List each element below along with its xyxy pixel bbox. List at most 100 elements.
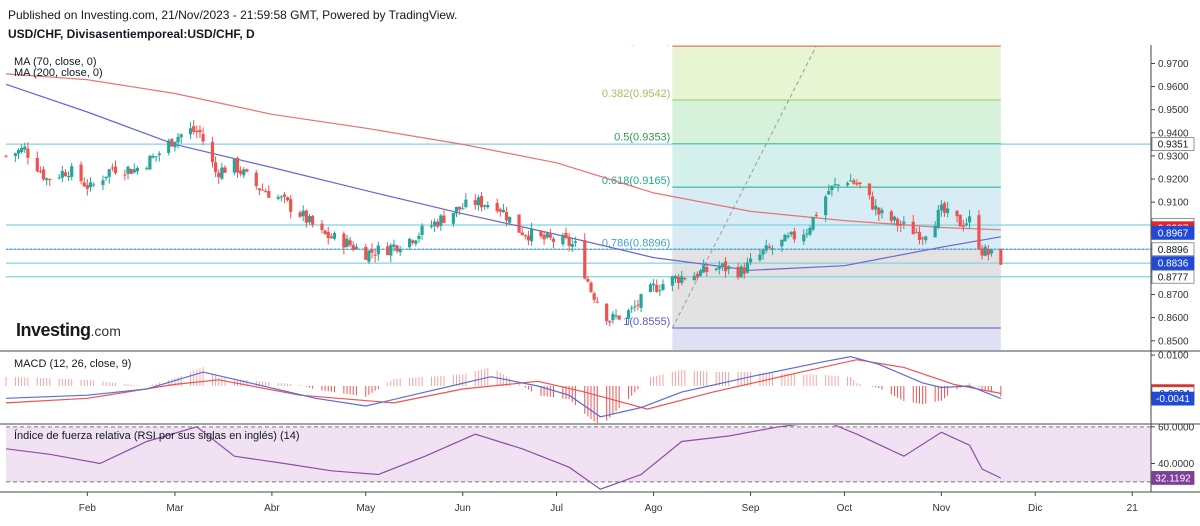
price-label-box [1151, 471, 1195, 485]
rsi-tick-label: 40.0000 [1158, 459, 1195, 470]
candle-body [626, 310, 631, 319]
candle-body [289, 199, 293, 212]
candle-body [173, 141, 177, 148]
macd-legend[interactable]: MACD (12, 26, close, 9) [14, 358, 132, 370]
candle-body [783, 234, 787, 242]
candle-body [85, 185, 89, 189]
candle-body [677, 276, 681, 283]
price-label-text: 0.8896 [1158, 245, 1189, 256]
candle-body [414, 240, 418, 244]
candle-body [464, 199, 468, 208]
candle-body [520, 232, 524, 235]
ma70-legend[interactable]: MA (70, close, 0) [14, 56, 97, 68]
candle-body [282, 194, 287, 197]
candle-body [135, 167, 139, 172]
rsi-tick-label: 60.0000 [1158, 422, 1195, 433]
candle-body [855, 182, 859, 185]
candle-body [254, 172, 258, 187]
candle-body [132, 169, 136, 173]
candle-body [727, 266, 731, 270]
candle-body [407, 238, 412, 248]
candle-body [936, 209, 940, 228]
rsi-legend[interactable]: Índice de fuerza relativa (RSI por sus s… [14, 430, 300, 442]
candle-body [461, 208, 465, 210]
candle-body [592, 293, 596, 300]
candle-body [285, 197, 290, 201]
candle-body [924, 236, 928, 241]
candle-body [386, 246, 390, 255]
candle-body [614, 315, 618, 317]
fib-level-label: 0.5(0.9353) [614, 132, 670, 144]
candle-body [980, 248, 984, 256]
candle-body [504, 212, 509, 221]
candle-body [967, 216, 972, 223]
candle-body [151, 156, 155, 158]
candle-body [126, 166, 130, 174]
fib-level-label: 0.786(0.8896) [602, 237, 671, 249]
candle-body [323, 230, 327, 234]
candle-body [914, 232, 918, 234]
candle-body [942, 203, 947, 213]
candle-body [517, 214, 521, 233]
candle-body [523, 235, 527, 237]
candle-body [720, 263, 725, 266]
candle-body [442, 215, 446, 223]
macd-line [5, 355, 1002, 418]
candle-body [179, 134, 183, 138]
candle-body [714, 268, 718, 270]
candle-body [608, 320, 612, 323]
candle-body [210, 141, 215, 163]
candle-body [88, 182, 93, 188]
investing-logo: Investing.com [16, 320, 121, 341]
candle-body [611, 313, 615, 321]
candle-body [789, 231, 793, 235]
candle-body [420, 225, 424, 235]
rsi-panel [5, 425, 1151, 490]
candle-body [310, 215, 315, 225]
time-tick-label: Jul [550, 503, 563, 514]
candle-body [526, 235, 531, 241]
candle-body [633, 306, 637, 308]
logo-brand: Investing [16, 320, 91, 340]
candle-body [545, 233, 549, 238]
candle-body [432, 221, 437, 227]
candle-body [561, 235, 565, 245]
candle-body [495, 202, 499, 212]
ma70-line [5, 83, 1001, 271]
candle-body [617, 315, 621, 320]
price-label-text: 0.9351 [1158, 140, 1189, 151]
candle-body [880, 210, 884, 214]
ma200-legend[interactable]: MA (200, close, 0) [14, 67, 103, 79]
candle-body [877, 207, 881, 215]
rsi-band [6, 426, 1151, 482]
price-tick-label: 0.8500 [1158, 336, 1189, 347]
candle-body [91, 184, 96, 186]
candle-body [824, 196, 828, 216]
time-tick-label: Nov [932, 503, 950, 514]
candle-body [780, 239, 784, 247]
price-label-text: -0.0041 [1156, 394, 1190, 405]
candle-body [958, 214, 962, 227]
fib-level-label: 0.382(0.9542) [602, 88, 671, 100]
price-label-box [1151, 137, 1195, 152]
candle-body [874, 205, 878, 210]
candle-body [201, 134, 205, 142]
candle-body [539, 231, 543, 237]
candle-body [758, 254, 762, 261]
candle-body [680, 276, 684, 283]
candle-body [13, 153, 17, 157]
candle-body [508, 216, 512, 223]
trendline [671, 45, 817, 329]
candle-body [902, 221, 906, 224]
price-label-text: 32.1192 [1155, 473, 1191, 484]
candle-body [498, 209, 502, 212]
candle-body [48, 179, 52, 181]
candle-body [567, 237, 571, 246]
candle-body [551, 238, 556, 242]
candle-body [858, 182, 862, 184]
candle-body [220, 167, 224, 179]
candle-body [573, 241, 577, 243]
fib-level-label: 0.236(0.9775) [602, 34, 671, 46]
candle-body [439, 215, 443, 226]
candle-body [45, 178, 49, 181]
